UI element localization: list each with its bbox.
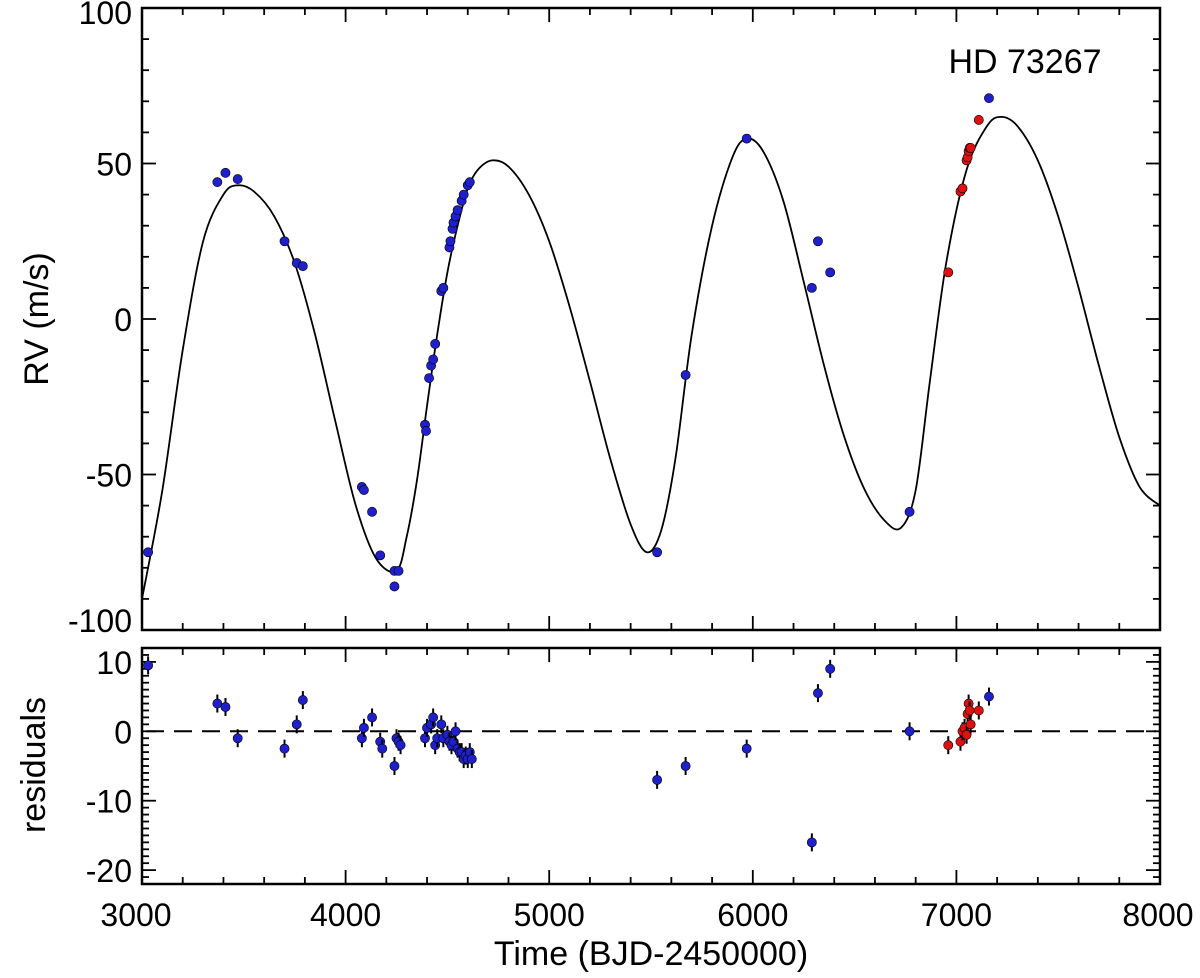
residual-blue-point bbox=[420, 733, 430, 744]
residual-blue-point bbox=[680, 761, 691, 771]
rv-blue-point bbox=[652, 547, 663, 558]
x-tick-labels: 3000 4000 5000 6000 7000 8000 bbox=[100, 897, 1193, 933]
residual-blue-point bbox=[436, 719, 447, 730]
residual-blue-point bbox=[813, 688, 823, 699]
rv-blue-point bbox=[367, 506, 377, 517]
rv-blue-point bbox=[806, 282, 817, 293]
residual-blue-point bbox=[212, 698, 223, 709]
rv-blue-point bbox=[813, 236, 823, 247]
rv-red-point bbox=[965, 143, 976, 153]
residual-blue-point bbox=[904, 726, 915, 737]
rv-blue-point bbox=[452, 205, 463, 216]
x-tick-label: 8000 bbox=[1122, 897, 1193, 933]
rv-blue-point bbox=[458, 189, 469, 200]
rv-blue-point bbox=[464, 177, 475, 188]
x-tick-label: 6000 bbox=[717, 897, 788, 933]
residual-red-point bbox=[965, 719, 976, 730]
residuals-panel-frame bbox=[140, 646, 1162, 886]
residual-blue-point bbox=[825, 663, 836, 674]
rv-blue-point bbox=[430, 338, 441, 349]
rv-panel-frame bbox=[140, 6, 1162, 632]
rv-blue-point bbox=[297, 261, 308, 272]
rv-blue-point bbox=[359, 485, 369, 495]
rv-blue-point bbox=[445, 236, 456, 247]
rv-blue-point bbox=[220, 167, 231, 178]
residual-red-point bbox=[961, 729, 972, 740]
x-tick-label: 7000 bbox=[921, 897, 992, 933]
residual-blue-point bbox=[395, 740, 406, 751]
residual-blue-point bbox=[741, 743, 752, 754]
rv-panel-ticks bbox=[141, 7, 1161, 631]
residual-blue-point bbox=[291, 719, 302, 730]
rv-blue-point bbox=[232, 174, 243, 184]
residual-blue-point bbox=[143, 660, 154, 671]
rv-blue-point bbox=[680, 370, 691, 380]
residual-blue-point bbox=[428, 712, 439, 723]
rv-data-points bbox=[143, 93, 994, 592]
rv-blue-point bbox=[984, 93, 994, 104]
residual-blue-point bbox=[652, 774, 663, 785]
residual-blue-point bbox=[359, 722, 369, 733]
rv-blue-point bbox=[393, 566, 404, 576]
residual-blue-point bbox=[389, 761, 400, 771]
residual-blue-point bbox=[450, 726, 461, 737]
rv-y-tick-label: 0 bbox=[114, 302, 132, 338]
rv-blue-point bbox=[741, 133, 752, 144]
rv-blue-point bbox=[212, 177, 223, 188]
residuals-y-tick-label: 10 bbox=[96, 645, 132, 681]
residual-blue-point bbox=[356, 733, 367, 744]
residual-red-point bbox=[973, 705, 984, 716]
x-tick-label: 3000 bbox=[100, 897, 171, 933]
rv-y-tick-labels: -100 -50 0 50 100 bbox=[68, 0, 132, 639]
rv-blue-point bbox=[825, 267, 836, 278]
residual-blue-point bbox=[984, 691, 994, 702]
rv-y-tick-label: 100 bbox=[79, 0, 132, 31]
rv-blue-point bbox=[904, 506, 915, 517]
residuals-y-tick-label: 0 bbox=[114, 714, 132, 750]
residual-blue-point bbox=[297, 695, 308, 705]
rv-blue-point bbox=[424, 373, 434, 383]
x-tick-label: 5000 bbox=[514, 897, 585, 933]
residual-blue-point bbox=[806, 837, 817, 848]
keplerian-fit-curve bbox=[141, 115, 1161, 600]
star-name-label: HD 73267 bbox=[948, 43, 1101, 81]
residuals-panel-ticks bbox=[141, 647, 1161, 885]
rv-y-axis-label: RV (m/s) bbox=[18, 252, 56, 385]
residual-blue-point bbox=[232, 733, 243, 744]
residual-blue-point bbox=[367, 712, 377, 723]
residual-blue-point bbox=[466, 754, 477, 764]
rv-blue-point bbox=[389, 581, 400, 592]
rv-blue-point bbox=[279, 236, 290, 247]
rv-red-point bbox=[943, 267, 954, 278]
time-x-axis-label: Time (BJD-2450000) bbox=[494, 935, 808, 973]
residuals-panel: -20 -10 0 10 3000 4000 5000 6000 7000 8000 resid… bbox=[15, 645, 1194, 973]
rv-red-point bbox=[957, 183, 968, 194]
residuals-y-tick-label: -20 bbox=[86, 853, 132, 889]
rv-blue-point bbox=[143, 547, 154, 558]
x-tick-label: 4000 bbox=[310, 897, 381, 933]
rv-y-tick-label: 50 bbox=[96, 147, 132, 183]
rv-blue-point bbox=[438, 282, 449, 293]
residual-red-point bbox=[964, 705, 975, 716]
rv-blue-point bbox=[375, 550, 386, 561]
rv-blue-point bbox=[428, 354, 439, 365]
rv-panel: -100 -50 0 50 100 HD 73267 RV (m/s) bbox=[18, 0, 1162, 639]
rv-blue-point bbox=[421, 426, 431, 436]
residual-blue-point bbox=[220, 702, 231, 712]
rv-y-tick-label: -50 bbox=[86, 458, 132, 494]
residuals-y-tick-labels: -20 -10 0 10 bbox=[86, 645, 132, 889]
residual-red-point bbox=[943, 740, 954, 751]
residuals-y-axis-label: residuals bbox=[15, 697, 53, 833]
residual-data-points bbox=[143, 656, 994, 852]
rv-red-point bbox=[973, 115, 984, 125]
rv-y-tick-label: -100 bbox=[68, 603, 132, 639]
residual-blue-point bbox=[279, 743, 290, 754]
residual-blue-point bbox=[377, 743, 388, 754]
residuals-y-tick-label: -10 bbox=[86, 784, 132, 820]
